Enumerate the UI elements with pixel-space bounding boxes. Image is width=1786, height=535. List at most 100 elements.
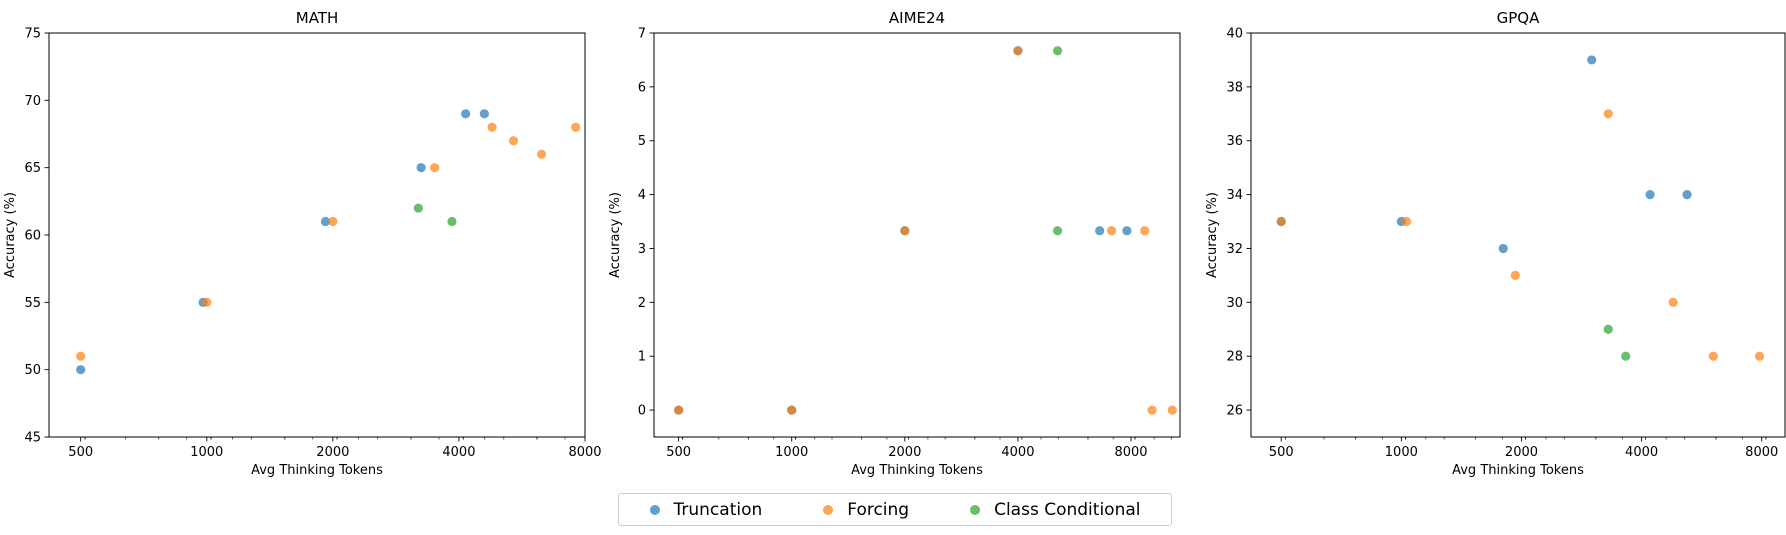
x-axis-label: Avg Thinking Tokens <box>851 463 983 478</box>
y-tick-label: 36 <box>1226 134 1243 149</box>
data-point <box>1401 216 1412 227</box>
y-tick-label: 34 <box>1226 188 1243 203</box>
data-point <box>1708 351 1718 361</box>
data-point <box>1498 243 1508 254</box>
series-forcing <box>76 122 581 361</box>
x-tick-label: 8000 <box>1745 445 1778 460</box>
x-axis-label: Avg Thinking Tokens <box>1452 463 1584 478</box>
data-point <box>416 163 426 173</box>
data-point <box>536 149 547 159</box>
chart-title: MATH <box>296 9 338 27</box>
panel-aime24: AIME24 500 1000 2000 4000 8000 0 1 2 3 4 5 6 7 Avg Thi… <box>608 9 1181 478</box>
data-point <box>1052 46 1063 56</box>
chart-title: AIME24 <box>889 9 945 27</box>
series-class-conditional <box>1603 324 1631 361</box>
data-point <box>1587 55 1597 65</box>
data-point <box>1013 46 1023 56</box>
data-point <box>1122 226 1132 236</box>
data-point <box>328 216 338 227</box>
x-tick-label: 2000 <box>888 445 921 460</box>
data-point <box>1668 297 1678 307</box>
y-tick-label: 6 <box>638 80 646 95</box>
plot-frame <box>48 32 586 438</box>
x-tick-label: 500 <box>666 445 691 460</box>
legend-marker-forcing <box>823 504 834 515</box>
plot-frame <box>653 32 1181 438</box>
y-tick-label: 75 <box>24 27 41 42</box>
data-point <box>320 216 331 227</box>
data-point <box>76 351 86 361</box>
y-tick-label: 50 <box>24 363 41 378</box>
y-tick-label: 40 <box>1226 27 1243 42</box>
y-tick-label: 60 <box>24 229 41 244</box>
data-point <box>571 122 581 132</box>
data-point <box>487 122 497 132</box>
y-tick-label: 65 <box>24 161 41 176</box>
data-point <box>461 109 471 119</box>
y-tick-label: 28 <box>1226 350 1243 365</box>
panel-math: MATH 500 1000 2000 4000 8000 45 50 55 60 65 70 75 Avg… <box>3 9 602 478</box>
series-class-conditional <box>1052 46 1063 236</box>
y-axis-label: Accuracy (%) <box>608 192 623 278</box>
data-point <box>1754 351 1765 361</box>
chart-title: GPQA <box>1497 9 1540 27</box>
y-tick-label: 4 <box>638 188 646 203</box>
data-point <box>202 297 212 307</box>
y-tick-label: 2 <box>638 296 646 311</box>
data-point <box>76 365 86 375</box>
x-tick-label: 1000 <box>775 445 808 460</box>
legend-item-class-conditional: Class Conditional <box>970 499 1141 520</box>
y-tick-label: 55 <box>24 296 41 311</box>
series-truncation <box>76 109 489 375</box>
legend-item-truncation: Truncation <box>649 500 762 520</box>
data-point <box>1167 405 1177 415</box>
x-tick-label: 4000 <box>442 445 475 460</box>
x-tick-label: 4000 <box>1001 445 1034 460</box>
legend-item-forcing: Forcing <box>823 500 909 520</box>
x-tick-label: 500 <box>1269 445 1294 460</box>
y-tick-label: 30 <box>1226 296 1243 311</box>
data-point <box>1147 405 1157 415</box>
legend-label-forcing: Forcing <box>847 499 910 520</box>
x-tick-label: 1000 <box>190 445 223 460</box>
data-point <box>1603 109 1613 119</box>
x-tick-label: 2000 <box>1505 445 1538 460</box>
data-point <box>508 136 519 146</box>
data-point <box>447 216 457 227</box>
data-point <box>1140 226 1150 236</box>
x-tick-label: 1000 <box>1385 445 1418 460</box>
x-tick-label: 8000 <box>1114 445 1147 460</box>
data-point <box>1095 226 1105 236</box>
series-forcing <box>1276 109 1765 361</box>
legend-label-class-conditional: Class Conditional <box>994 499 1141 520</box>
y-tick-label: 1 <box>638 350 646 365</box>
series-forcing <box>674 46 1177 415</box>
y-tick-label: 32 <box>1226 242 1243 257</box>
y-tick-label: 0 <box>638 404 646 419</box>
y-axis-label: Accuracy (%) <box>3 192 18 278</box>
legend-marker-truncation <box>649 504 660 515</box>
data-point <box>1621 351 1631 361</box>
data-point <box>479 109 489 119</box>
data-point <box>1510 270 1520 280</box>
legend-marker-class-conditional <box>970 504 981 515</box>
x-tick-label: 500 <box>68 445 93 460</box>
series-truncation <box>1276 55 1692 254</box>
data-point <box>900 226 910 236</box>
data-point <box>674 405 684 415</box>
data-point <box>1052 226 1063 236</box>
y-tick-label: 7 <box>638 27 646 42</box>
x-tick-label: 8000 <box>568 445 601 460</box>
x-tick-label: 4000 <box>1625 445 1658 460</box>
y-tick-label: 45 <box>24 431 41 446</box>
data-point <box>787 405 797 415</box>
x-axis-label: Avg Thinking Tokens <box>251 463 383 478</box>
y-tick-label: 38 <box>1226 80 1243 95</box>
data-point <box>413 203 423 213</box>
y-tick-label: 3 <box>638 242 646 257</box>
panel-gpqa: GPQA 500 1000 2000 4000 8000 26 28 30 32 34 36 38 40 A… <box>1205 9 1786 478</box>
y-tick-label: 70 <box>24 94 41 109</box>
data-point <box>1106 226 1117 236</box>
y-tick-label: 5 <box>638 134 646 149</box>
